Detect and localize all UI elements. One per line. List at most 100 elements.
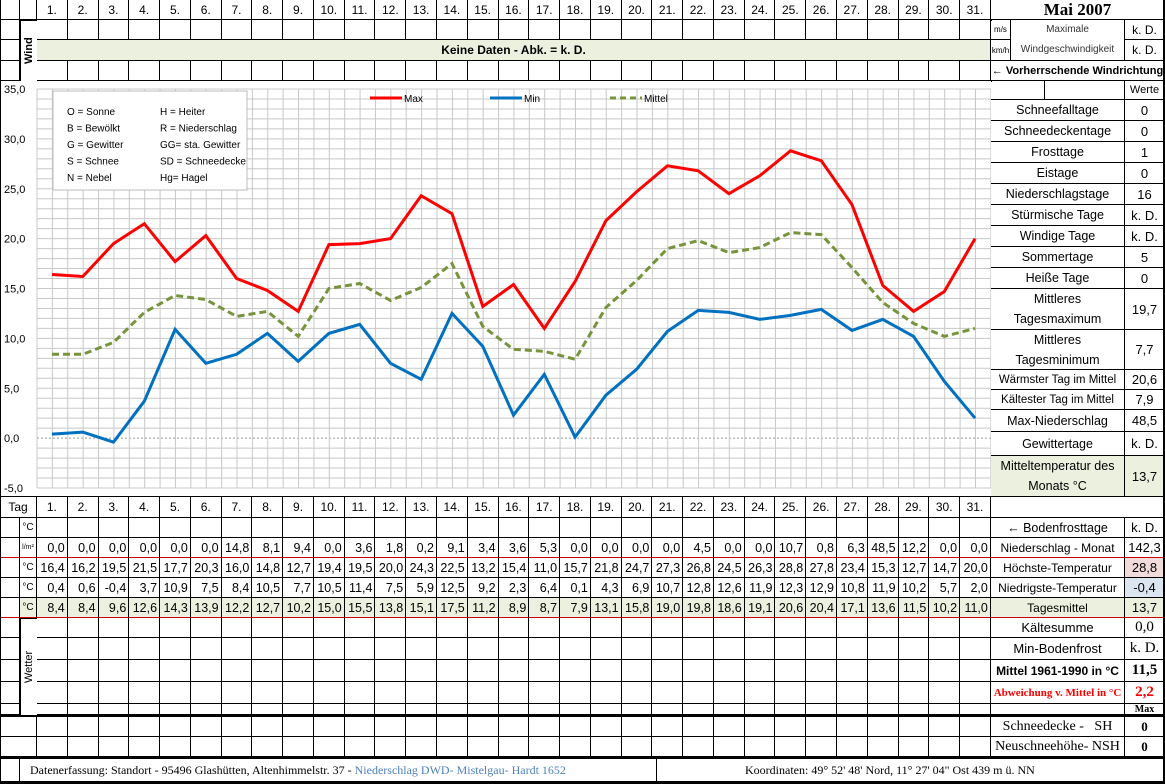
wind-cell[interactable] (437, 20, 468, 40)
weather-cell[interactable] (621, 704, 653, 715)
wind-cell[interactable] (190, 61, 222, 81)
wind-cell[interactable] (313, 20, 345, 40)
wind-cell[interactable] (560, 61, 591, 81)
wind-cell[interactable] (867, 61, 899, 81)
snow-cell[interactable] (252, 737, 284, 757)
weather-cell[interactable] (652, 638, 684, 660)
weather-cell[interactable] (529, 682, 561, 704)
weather-cell[interactable] (898, 704, 930, 715)
snow-cell[interactable] (221, 715, 253, 737)
weather-cell[interactable] (252, 660, 284, 682)
weather-cell[interactable] (960, 704, 991, 715)
weather-cell[interactable] (190, 704, 222, 715)
snow-cell[interactable] (867, 715, 899, 737)
wind-cell[interactable] (129, 61, 161, 81)
weather-cell[interactable] (960, 660, 991, 682)
wind-cell[interactable] (252, 61, 284, 81)
weather-cell[interactable] (98, 638, 130, 660)
ground-frost-cell[interactable] (806, 518, 838, 538)
wind-cell[interactable] (960, 61, 991, 81)
ground-frost-cell[interactable] (837, 518, 868, 538)
weather-cell[interactable] (190, 638, 222, 660)
weather-cell[interactable] (221, 638, 253, 660)
weather-cell[interactable] (344, 704, 376, 715)
snow-cell[interactable] (806, 737, 838, 757)
weather-cell[interactable] (375, 638, 407, 660)
weather-cell[interactable] (775, 682, 807, 704)
weather-cell[interactable] (160, 704, 191, 715)
snow-cell[interactable] (283, 737, 314, 757)
wind-cell[interactable] (590, 61, 622, 81)
snow-cell[interactable] (313, 715, 345, 737)
weather-cell[interactable] (98, 682, 130, 704)
ground-frost-cell[interactable] (560, 518, 591, 538)
weather-cell[interactable] (560, 638, 591, 660)
ground-frost-cell[interactable] (221, 518, 253, 538)
weather-cell[interactable] (344, 618, 376, 638)
ground-frost-cell[interactable] (252, 518, 284, 538)
snow-cell[interactable] (67, 715, 99, 737)
weather-cell[interactable] (67, 704, 99, 715)
weather-cell[interactable] (129, 704, 161, 715)
wind-cell[interactable] (590, 20, 622, 40)
snow-cell[interactable] (713, 737, 745, 757)
wind-cell[interactable] (37, 61, 68, 81)
weather-cell[interactable] (160, 618, 191, 638)
snow-cell[interactable] (498, 737, 530, 757)
weather-cell[interactable] (190, 682, 222, 704)
wind-cell[interactable] (98, 61, 130, 81)
ground-frost-cell[interactable] (713, 518, 745, 538)
wind-cell[interactable] (437, 61, 468, 81)
snow-cell[interactable] (590, 737, 622, 757)
weather-cell[interactable] (744, 638, 776, 660)
weather-cell[interactable] (406, 638, 437, 660)
ground-frost-cell[interactable] (37, 518, 68, 538)
wind-cell[interactable] (375, 61, 407, 81)
weather-cell[interactable] (560, 618, 591, 638)
ground-frost-cell[interactable] (67, 518, 99, 538)
snow-cell[interactable] (498, 715, 530, 737)
weather-cell[interactable] (467, 638, 499, 660)
ground-frost-cell[interactable] (437, 518, 468, 538)
weather-cell[interactable] (129, 682, 161, 704)
weather-cell[interactable] (806, 618, 838, 638)
ground-frost-cell[interactable] (929, 518, 961, 538)
snow-cell[interactable] (837, 715, 868, 737)
snow-cell[interactable] (160, 737, 191, 757)
snow-cell[interactable] (190, 737, 222, 757)
wind-cell[interactable] (683, 20, 714, 40)
snow-cell[interactable] (437, 737, 468, 757)
wind-cell[interactable] (498, 20, 530, 40)
ground-frost-cell[interactable] (160, 518, 191, 538)
wind-cell[interactable] (713, 20, 745, 40)
weather-cell[interactable] (313, 638, 345, 660)
wind-cell[interactable] (898, 61, 930, 81)
weather-cell[interactable] (744, 682, 776, 704)
weather-cell[interactable] (713, 618, 745, 638)
weather-cell[interactable] (867, 618, 899, 638)
weather-cell[interactable] (775, 618, 807, 638)
snow-cell[interactable] (898, 737, 930, 757)
ground-frost-cell[interactable] (744, 518, 776, 538)
weather-cell[interactable] (590, 660, 622, 682)
ground-frost-cell[interactable] (652, 518, 684, 538)
snow-cell[interactable] (467, 737, 499, 757)
ground-frost-cell[interactable] (406, 518, 437, 538)
snow-cell[interactable] (283, 715, 314, 737)
snow-cell[interactable] (129, 737, 161, 757)
weather-cell[interactable] (867, 704, 899, 715)
weather-cell[interactable] (467, 682, 499, 704)
weather-cell[interactable] (713, 660, 745, 682)
wind-cell[interactable] (713, 61, 745, 81)
weather-cell[interactable] (867, 660, 899, 682)
weather-cell[interactable] (375, 618, 407, 638)
ground-frost-cell[interactable] (529, 518, 561, 538)
weather-cell[interactable] (898, 618, 930, 638)
wind-cell[interactable] (283, 61, 314, 81)
snow-cell[interactable] (467, 715, 499, 737)
ground-frost-cell[interactable] (590, 518, 622, 538)
ground-frost-cell[interactable] (467, 518, 499, 538)
weather-cell[interactable] (283, 660, 314, 682)
snow-cell[interactable] (713, 715, 745, 737)
ground-frost-cell[interactable] (98, 518, 130, 538)
